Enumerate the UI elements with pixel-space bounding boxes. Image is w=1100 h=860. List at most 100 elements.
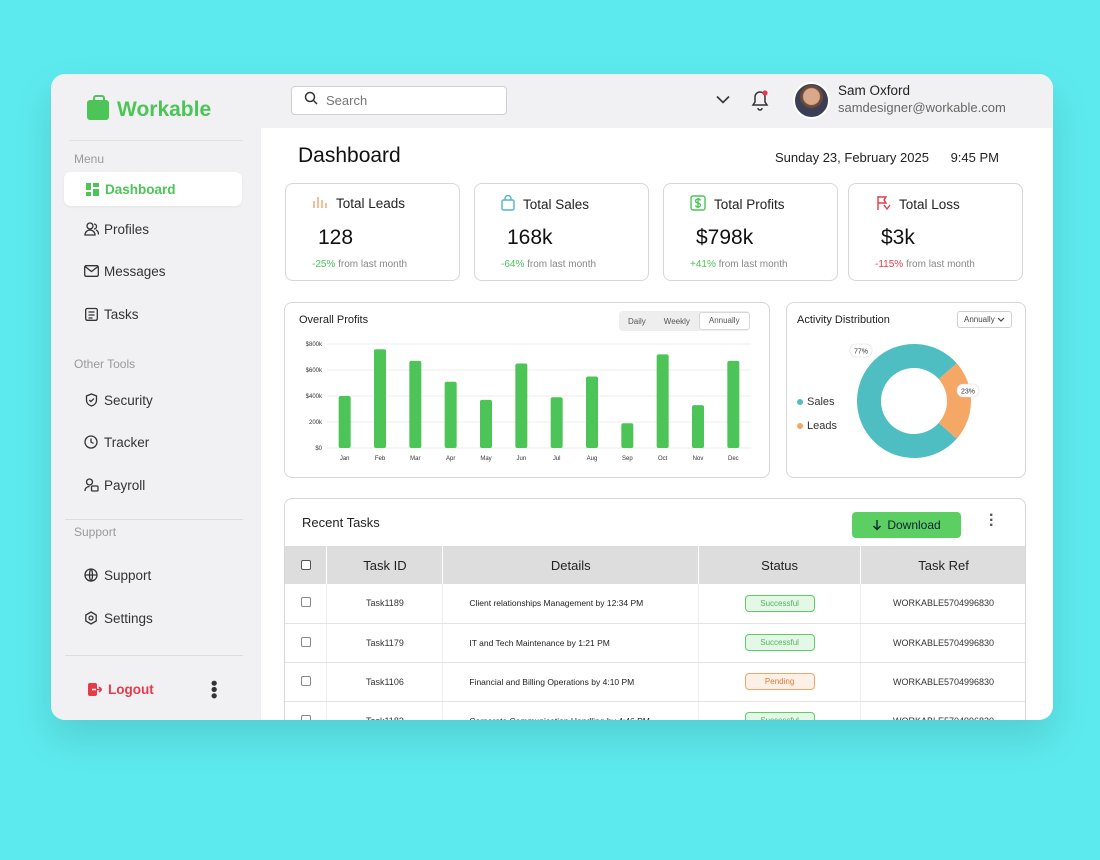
period-dropdown[interactable]: Annually [957,311,1012,328]
download-button[interactable]: Download [852,512,961,538]
column-header-status[interactable]: Status [698,546,862,584]
search-icon [304,91,318,110]
stat-change: +41% from last month [690,259,788,270]
divider [65,519,243,520]
bar[interactable] [409,360,422,448]
legend-label: Leads [807,420,837,432]
bar[interactable] [621,423,634,448]
activity-donut-chart: 77% 23% [849,343,980,458]
more-options-icon[interactable]: ••• [204,680,224,699]
period-daily[interactable]: Daily [628,316,646,326]
sidebar-item-label: Tracker [104,434,150,450]
sidebar-item-dashboard[interactable]: Dashboard [64,172,242,206]
task-ref: WORKABLE5704996830 [860,662,1025,702]
row-checkbox[interactable] [285,584,328,624]
panel-title: Recent Tasks [302,515,380,530]
stat-card-leads[interactable]: Total Leads 128 -25% from last month [285,183,460,281]
gear-icon [83,610,99,626]
status-badge: Pending [744,673,815,690]
column-header-task-ref[interactable]: Task Ref [860,546,1025,584]
stat-value: $3k [881,226,915,249]
stat-card-profits[interactable]: Total Profits $798k +41% from last month [663,183,838,281]
app-window: Workable Menu Dashboard Profiles Message… [51,74,1053,720]
period-weekly[interactable]: Weekly [663,316,690,326]
bar[interactable] [692,405,704,448]
search-input[interactable] [326,93,486,108]
chevron-down-icon[interactable] [716,92,730,107]
divider [65,655,243,656]
status-badge: Successful [744,634,815,651]
avatar[interactable] [793,82,830,119]
column-header-task-id[interactable]: Task ID [326,546,444,584]
task-details: Corporate Communication Handling by 4:46… [442,701,700,720]
x-tick-label: Jul [553,456,561,462]
bar[interactable] [586,376,598,449]
money-icon [690,195,706,214]
task-ref: WORKABLE5704996830 [860,623,1025,663]
logout-button[interactable]: Logout [87,681,154,697]
menu-section-label: Menu [74,152,105,166]
task-id: Task1189 [326,584,444,624]
support-section-label: Support [74,525,117,539]
bar[interactable] [338,396,351,448]
legend-label: Sales [807,396,835,408]
task-details: Financial and Billing Operations by 4:10… [442,662,700,702]
table-row[interactable]: Task1189 Client relationships Management… [285,584,1025,624]
row-checkbox[interactable] [285,701,328,720]
current-datetime: Sunday 23, February 2025 9:45 PM [775,150,999,165]
y-tick-label: $800k [306,342,323,348]
brand-logo[interactable]: Workable [87,95,211,122]
sidebar-item-tracker[interactable]: Tracker [83,434,149,450]
period-toggle: Daily Weekly Annually [619,311,750,331]
x-tick-label: Sep [622,456,633,462]
table-row[interactable]: Task1179 IT and Tech Maintenance by 1:21… [285,623,1025,663]
row-checkbox[interactable] [285,623,328,663]
stat-card-sales[interactable]: Total Sales 168k -64% from last month [474,183,649,281]
table-row[interactable]: Task1106 Financial and Billing Operation… [285,662,1025,702]
sidebar-item-tasks[interactable]: Tasks [83,306,139,322]
bar[interactable] [550,397,563,448]
logout-icon [87,681,103,697]
tasks-table: Task ID Details Status Task Ref Task1189… [285,546,1025,720]
bar[interactable] [515,363,528,449]
bar[interactable] [656,354,669,448]
stat-change-suffix: from last month [524,259,597,270]
more-options-icon[interactable]: · · · [989,507,995,534]
sidebar-item-payroll[interactable]: Payroll [83,477,145,493]
task-status-cell: Successful [698,623,862,663]
bar[interactable] [480,399,492,448]
sidebar-item-profiles[interactable]: Profiles [83,221,149,237]
row-checkbox[interactable] [285,662,328,702]
period-annually[interactable]: Annually [698,312,750,330]
arrow-down-icon [873,519,882,530]
stat-card-loss[interactable]: Total Loss $3k -115% from last month [848,183,1023,281]
stat-value: $798k [696,226,754,249]
task-status-cell: Successful [698,701,862,720]
wallet-icon [83,477,99,493]
page-title: Dashboard [298,144,401,167]
sidebar-item-settings[interactable]: Settings [83,610,153,626]
status-badge: Successful [744,594,815,612]
bar[interactable] [444,381,457,448]
table-row[interactable]: Task1183 Corporate Communication Handlin… [285,701,1025,720]
stat-change-suffix: from last month [335,259,408,270]
overall-profits-chart: $0 200k $400k $600k $800k Jan Feb Mar Apr May Jun J… [306,342,751,462]
clipboard-icon [83,306,99,322]
sidebar-item-messages[interactable]: Messages [83,263,166,279]
current-time: 9:45 PM [950,150,999,165]
bar[interactable] [374,349,386,448]
notification-bell-icon[interactable] [749,88,771,117]
bar[interactable] [727,360,740,448]
search-box[interactable] [291,86,507,115]
y-tick-label: $400k [306,394,323,400]
donut-slice-sales[interactable] [857,344,957,458]
data-label: 23% [961,389,975,396]
x-tick-label: May [480,456,491,462]
sidebar-item-security[interactable]: Security [83,392,153,408]
task-ref: WORKABLE5704996830 [860,701,1025,720]
sidebar-item-support[interactable]: Support [83,567,151,583]
column-header-details[interactable]: Details [442,546,700,584]
donut-slice-leads[interactable] [938,363,971,439]
x-tick-label: Nov [693,456,704,462]
select-all-checkbox[interactable] [285,546,328,584]
